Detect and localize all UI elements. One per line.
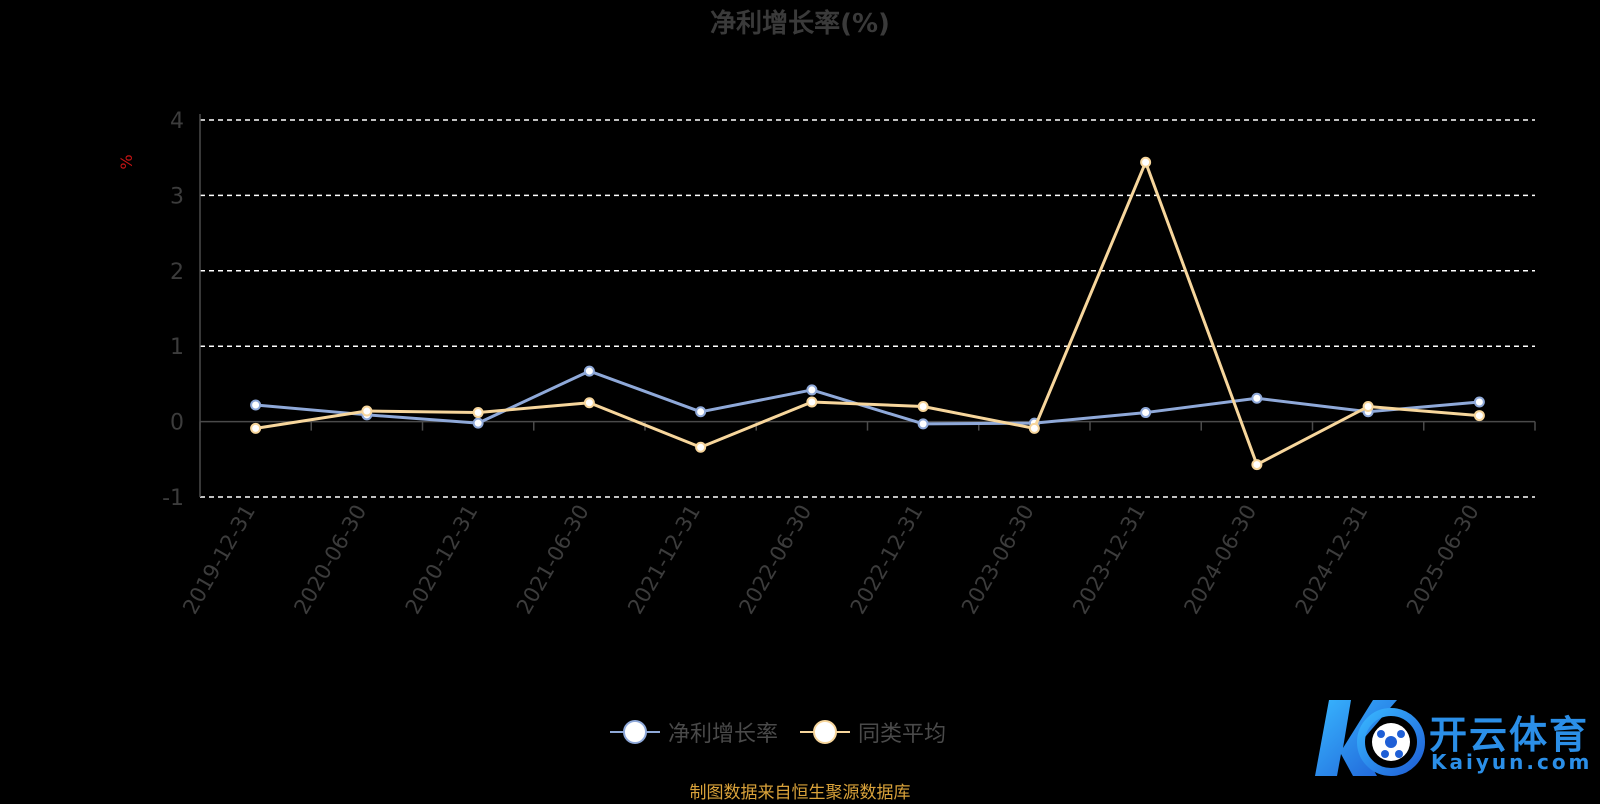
data-point bbox=[806, 396, 818, 408]
legend-line-marker-icon bbox=[610, 720, 660, 744]
x-tick-label: 2021-12-31 bbox=[623, 501, 705, 619]
data-point bbox=[695, 441, 707, 453]
x-tick-label: 2024-06-30 bbox=[1179, 501, 1261, 619]
legend: 净利增长率 同类平均 bbox=[610, 716, 946, 748]
data-point bbox=[583, 397, 595, 409]
data-point bbox=[472, 417, 484, 429]
data-point bbox=[806, 384, 818, 396]
x-tick-label: 2021-06-30 bbox=[512, 501, 594, 619]
data-point bbox=[250, 399, 262, 411]
legend-item-series-1[interactable]: 同类平均 bbox=[800, 716, 946, 748]
data-point bbox=[917, 401, 929, 413]
data-point bbox=[1251, 392, 1263, 404]
x-tick-label: 2020-12-31 bbox=[401, 501, 483, 619]
data-point bbox=[472, 407, 484, 419]
y-tick-label: 2 bbox=[170, 260, 184, 285]
data-point bbox=[1473, 410, 1485, 422]
y-tick-label: -1 bbox=[162, 486, 184, 511]
y-tick-label: 1 bbox=[170, 335, 184, 360]
data-point bbox=[1473, 396, 1485, 408]
data-point bbox=[361, 405, 373, 417]
data-point bbox=[695, 406, 707, 418]
source-note: 制图数据来自恒生聚源数据库 bbox=[689, 783, 911, 803]
x-tick-label: 2025-06-30 bbox=[1402, 501, 1484, 619]
y-tick-label: 0 bbox=[170, 411, 184, 436]
chart-title: 净利增长率(%) bbox=[710, 8, 890, 39]
legend-line-marker-icon bbox=[800, 720, 851, 744]
x-tick-label: 2019-12-31 bbox=[178, 501, 260, 619]
kaiyun-logo-icon bbox=[1315, 700, 1425, 776]
data-point bbox=[1362, 401, 1374, 413]
watermark-url: Kaiyun.com bbox=[1431, 750, 1593, 774]
x-tick-label: 2022-12-31 bbox=[846, 501, 928, 619]
data-point bbox=[1251, 459, 1263, 471]
data-point bbox=[1140, 156, 1152, 168]
x-tick-label: 2023-06-30 bbox=[957, 501, 1039, 619]
x-tick-label: 2022-06-30 bbox=[734, 501, 816, 619]
data-point bbox=[1028, 422, 1040, 434]
x-tick-label: 2023-12-31 bbox=[1068, 501, 1150, 619]
watermark-logo: 开云体育 Kaiyun.com bbox=[1315, 692, 1600, 782]
y-tick-label: 3 bbox=[170, 184, 184, 209]
data-point bbox=[583, 365, 595, 377]
watermark-text: 开云体育 bbox=[1429, 713, 1590, 757]
legend-label: 同类平均 bbox=[858, 722, 947, 747]
data-point bbox=[917, 418, 929, 430]
x-tick-label: 2020-06-30 bbox=[289, 501, 371, 619]
data-point bbox=[250, 422, 262, 434]
data-point bbox=[1140, 407, 1152, 419]
y-tick-label: 4 bbox=[170, 109, 184, 134]
legend-item-series-0[interactable]: 净利增长率 bbox=[610, 716, 778, 748]
x-tick-label: 2024-12-31 bbox=[1291, 501, 1373, 619]
legend-label: 净利增长率 bbox=[668, 722, 779, 747]
series-line-1 bbox=[255, 160, 1480, 467]
series-line-0 bbox=[255, 369, 1480, 426]
y-axis-label: % bbox=[117, 154, 136, 169]
